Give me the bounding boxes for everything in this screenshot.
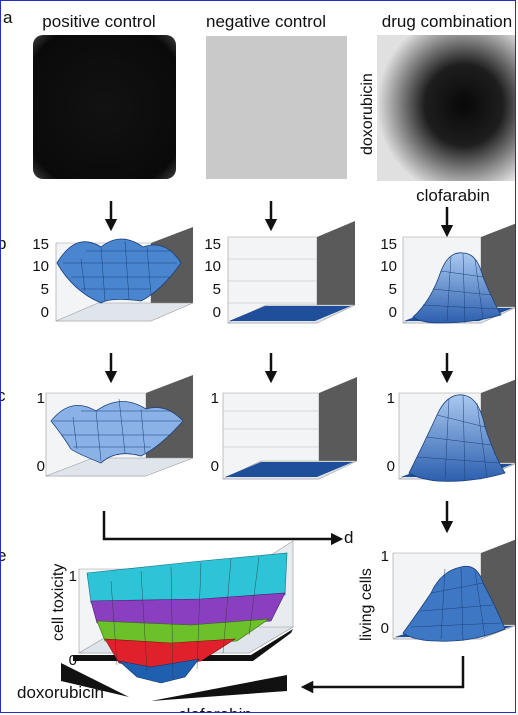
title-negative-control: negative control bbox=[206, 12, 326, 31]
panel-d-y-label: living cells bbox=[358, 568, 375, 641]
panel-letter-e: e bbox=[1, 546, 6, 565]
panel-letter-b: b bbox=[1, 234, 6, 253]
arrow-d-to-e bbox=[300, 656, 465, 694]
tick-b3-15: 15 bbox=[380, 236, 397, 253]
tick-c3-1: 1 bbox=[387, 390, 395, 407]
plot-d-living-cells bbox=[392, 539, 515, 642]
plot-b-positive bbox=[55, 227, 194, 322]
tick-b1-0: 0 bbox=[41, 304, 49, 321]
tick-d-1: 1 bbox=[381, 548, 389, 565]
plot-c-drug bbox=[398, 379, 515, 482]
panel-e-depth-label: doxorubicin bbox=[17, 683, 104, 702]
tick-b1-15: 15 bbox=[32, 236, 49, 253]
panel-letter-d: d bbox=[344, 528, 353, 547]
heatmap-x-axis-label: clofarabin bbox=[416, 186, 490, 205]
tick-b2-10: 10 bbox=[204, 258, 221, 275]
title-drug-combination: drug combination bbox=[382, 12, 512, 31]
tick-b2-5: 5 bbox=[213, 281, 221, 298]
negative-control-heatmap bbox=[206, 36, 347, 179]
panel-e-y-label: cell toxicity bbox=[50, 564, 67, 641]
tick-b3-5: 5 bbox=[389, 281, 397, 298]
panel-letter-c: c bbox=[1, 386, 6, 405]
arrow-c-to-d bbox=[102, 511, 344, 546]
drug-combination-heatmap bbox=[377, 35, 515, 181]
tick-c1-0: 0 bbox=[37, 458, 45, 475]
heatmap-y-axis-label: doxorubicin bbox=[359, 73, 376, 155]
tick-e-0: 0 bbox=[69, 652, 77, 669]
plot-c-negative bbox=[222, 377, 358, 480]
title-positive-control: positive control bbox=[42, 12, 155, 31]
tick-c1-1: 1 bbox=[37, 390, 45, 407]
tick-c3-0: 0 bbox=[387, 458, 395, 475]
tick-b3-10: 10 bbox=[380, 258, 397, 275]
tick-e-1: 1 bbox=[69, 568, 77, 585]
tick-b3-0: 0 bbox=[389, 304, 397, 321]
plot-b-negative bbox=[227, 221, 356, 324]
tick-d-0: 0 bbox=[381, 620, 389, 637]
plot-e-cell-toxicity bbox=[61, 540, 295, 701]
panel-e-x-label: clofarabin bbox=[178, 705, 252, 713]
tick-c2-1: 1 bbox=[211, 390, 219, 407]
plot-c-positive bbox=[45, 375, 194, 477]
tick-b2-15: 15 bbox=[204, 236, 221, 253]
tick-b1-5: 5 bbox=[41, 281, 49, 298]
panel-letter-a: a bbox=[3, 8, 13, 27]
tick-b1-10: 10 bbox=[32, 258, 49, 275]
plot-b-drug bbox=[402, 223, 515, 324]
tick-c2-0: 0 bbox=[211, 458, 219, 475]
positive-control-heatmap bbox=[33, 35, 176, 179]
tick-b2-0: 0 bbox=[213, 304, 221, 321]
